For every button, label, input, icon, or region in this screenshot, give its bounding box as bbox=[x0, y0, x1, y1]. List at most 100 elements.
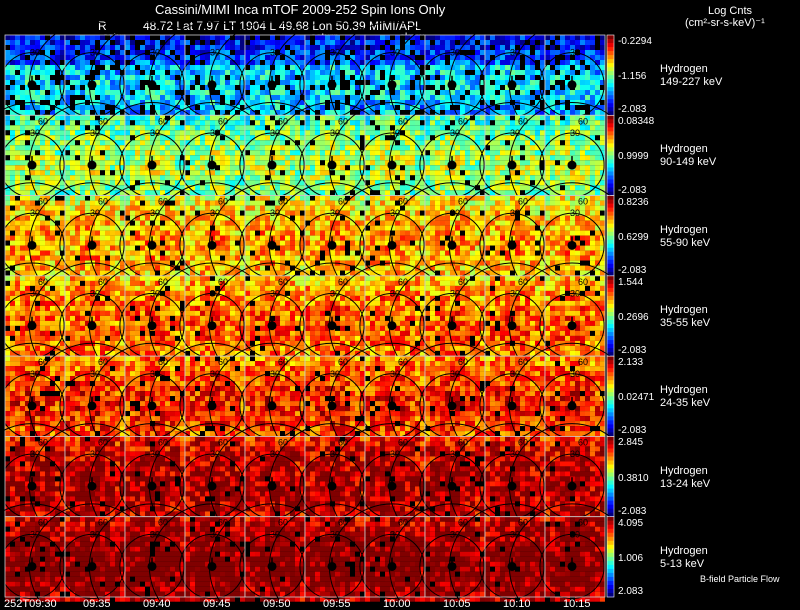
band-species-4: Hydrogen bbox=[660, 384, 708, 396]
colorbar-min-0: -2.083 bbox=[618, 104, 646, 116]
contour-label-30: 30 bbox=[570, 48, 580, 58]
contour-label-60: 60 bbox=[398, 116, 408, 126]
contour-label-60: 60 bbox=[398, 518, 408, 528]
contour-label-60: 60 bbox=[278, 518, 288, 528]
contour-label-30: 30 bbox=[570, 369, 580, 379]
colorbar-min-1: -2.083 bbox=[618, 185, 646, 197]
band-species-1: Hydrogen bbox=[660, 143, 708, 155]
colorbar-max-3: 1.544 bbox=[618, 277, 643, 289]
contour-label-60: 60 bbox=[458, 357, 468, 367]
time-label: 10:00 bbox=[383, 598, 411, 610]
band-energy-5: 13-24 keV bbox=[660, 478, 710, 490]
contour-label-60: 60 bbox=[578, 357, 588, 367]
contour-label-60: 60 bbox=[158, 437, 168, 447]
contour-label-60: 60 bbox=[578, 197, 588, 207]
colorbar-mid-6: 1.006 bbox=[618, 553, 643, 565]
contour-label-60: 60 bbox=[518, 277, 528, 287]
colorbar-5 bbox=[607, 436, 614, 517]
colorbar-max-0: -0.2294 bbox=[618, 36, 652, 48]
time-label: 09:45 bbox=[203, 598, 231, 610]
contour-label-60: 60 bbox=[458, 277, 468, 287]
band-energy-3: 35-55 keV bbox=[660, 317, 710, 329]
contour-label-60: 60 bbox=[218, 437, 228, 447]
colorbar-3 bbox=[607, 276, 614, 357]
contour-label-60: 60 bbox=[158, 518, 168, 528]
colorbar-min-6: 2.083 bbox=[618, 586, 643, 598]
contour-label-60: 60 bbox=[38, 116, 48, 126]
contour-label-60: 60 bbox=[338, 518, 348, 528]
contour-label-60: 60 bbox=[338, 437, 348, 447]
contour-label-60: 60 bbox=[218, 197, 228, 207]
contour-label-60: 60 bbox=[338, 277, 348, 287]
contour-label-30: 30 bbox=[570, 529, 580, 539]
contour-label-60: 60 bbox=[278, 437, 288, 447]
colorbar-2 bbox=[607, 196, 614, 277]
contour-label-60: 60 bbox=[398, 357, 408, 367]
contour-label-60: 60 bbox=[518, 357, 528, 367]
colorbar-4 bbox=[607, 356, 614, 437]
contour-label-60: 60 bbox=[158, 357, 168, 367]
colorbar-max-6: 4.095 bbox=[618, 518, 643, 530]
contour-label-60: 60 bbox=[578, 277, 588, 287]
colorbar-min-3: -2.083 bbox=[618, 345, 646, 357]
contour-label-60: 60 bbox=[218, 277, 228, 287]
contour-label-60: 60 bbox=[218, 357, 228, 367]
contour-label-60: 60 bbox=[518, 518, 528, 528]
contour-label-60: 60 bbox=[98, 197, 108, 207]
time-label: 10:10 bbox=[503, 598, 531, 610]
contour-label-60: 60 bbox=[398, 277, 408, 287]
contour-label-60: 60 bbox=[578, 116, 588, 126]
contour-label-60: 60 bbox=[218, 116, 228, 126]
band-species-6: Hydrogen bbox=[660, 545, 708, 557]
colorbar-max-5: 2.845 bbox=[618, 437, 643, 449]
bfield-label: B-field Particle Flow bbox=[700, 573, 780, 585]
band-energy-0: 149-227 keV bbox=[660, 76, 722, 88]
contour-label-60: 60 bbox=[338, 197, 348, 207]
contour-label-60: 60 bbox=[278, 116, 288, 126]
contour-label-60: 60 bbox=[458, 437, 468, 447]
contour-label-60: 60 bbox=[98, 116, 108, 126]
contour-label-60: 60 bbox=[98, 518, 108, 528]
colorbar-max-2: 0.8236 bbox=[618, 197, 649, 209]
band-species-0: Hydrogen bbox=[660, 63, 708, 75]
colorbar-max-1: 0.08348 bbox=[618, 116, 654, 128]
colorbar-mid-4: 0.02471 bbox=[618, 392, 654, 404]
contour-label-60: 60 bbox=[38, 437, 48, 447]
contour-label-60: 60 bbox=[398, 197, 408, 207]
contour-label-60: 60 bbox=[98, 277, 108, 287]
contour-label-60: 60 bbox=[518, 116, 528, 126]
contour-label-60: 60 bbox=[578, 437, 588, 447]
time-label: 09:55 bbox=[323, 598, 351, 610]
colorbar-mid-2: 0.6299 bbox=[618, 232, 649, 244]
contour-label-60: 60 bbox=[98, 357, 108, 367]
contour-label-60: 60 bbox=[38, 357, 48, 367]
band-energy-6: 5-13 keV bbox=[660, 558, 704, 570]
contour-label-60: 60 bbox=[98, 437, 108, 447]
contour-label-60: 60 bbox=[458, 116, 468, 126]
colorbar-min-4: -2.083 bbox=[618, 425, 646, 437]
colorbar-mid-1: 0.9999 bbox=[618, 151, 649, 163]
contour-label-60: 60 bbox=[38, 197, 48, 207]
time-label: 09:50 bbox=[263, 598, 291, 610]
contour-label-60: 60 bbox=[338, 116, 348, 126]
band-energy-4: 24-35 keV bbox=[660, 397, 710, 409]
time-label: 252T09:30 bbox=[4, 598, 57, 610]
colorbar-1 bbox=[607, 115, 614, 196]
band-species-3: Hydrogen bbox=[660, 304, 708, 316]
contour-label-60: 60 bbox=[578, 518, 588, 528]
contour-label-30: 30 bbox=[570, 208, 580, 218]
time-label: 09:35 bbox=[83, 598, 111, 610]
contour-label-60: 60 bbox=[38, 277, 48, 287]
band-energy-2: 55-90 keV bbox=[660, 237, 710, 249]
time-label: 10:05 bbox=[443, 598, 471, 610]
time-label: 10:15 bbox=[563, 598, 591, 610]
contour-label-60: 60 bbox=[278, 357, 288, 367]
contour-label-60: 60 bbox=[338, 357, 348, 367]
contour-label-60: 60 bbox=[158, 277, 168, 287]
contour-label-30: 30 bbox=[570, 289, 580, 299]
contour-label-60: 60 bbox=[218, 518, 228, 528]
contour-label-60: 60 bbox=[158, 116, 168, 126]
colorbar-0 bbox=[607, 35, 614, 116]
colorbar-max-4: 2.133 bbox=[618, 357, 643, 369]
colorbar-min-2: -2.083 bbox=[618, 265, 646, 277]
